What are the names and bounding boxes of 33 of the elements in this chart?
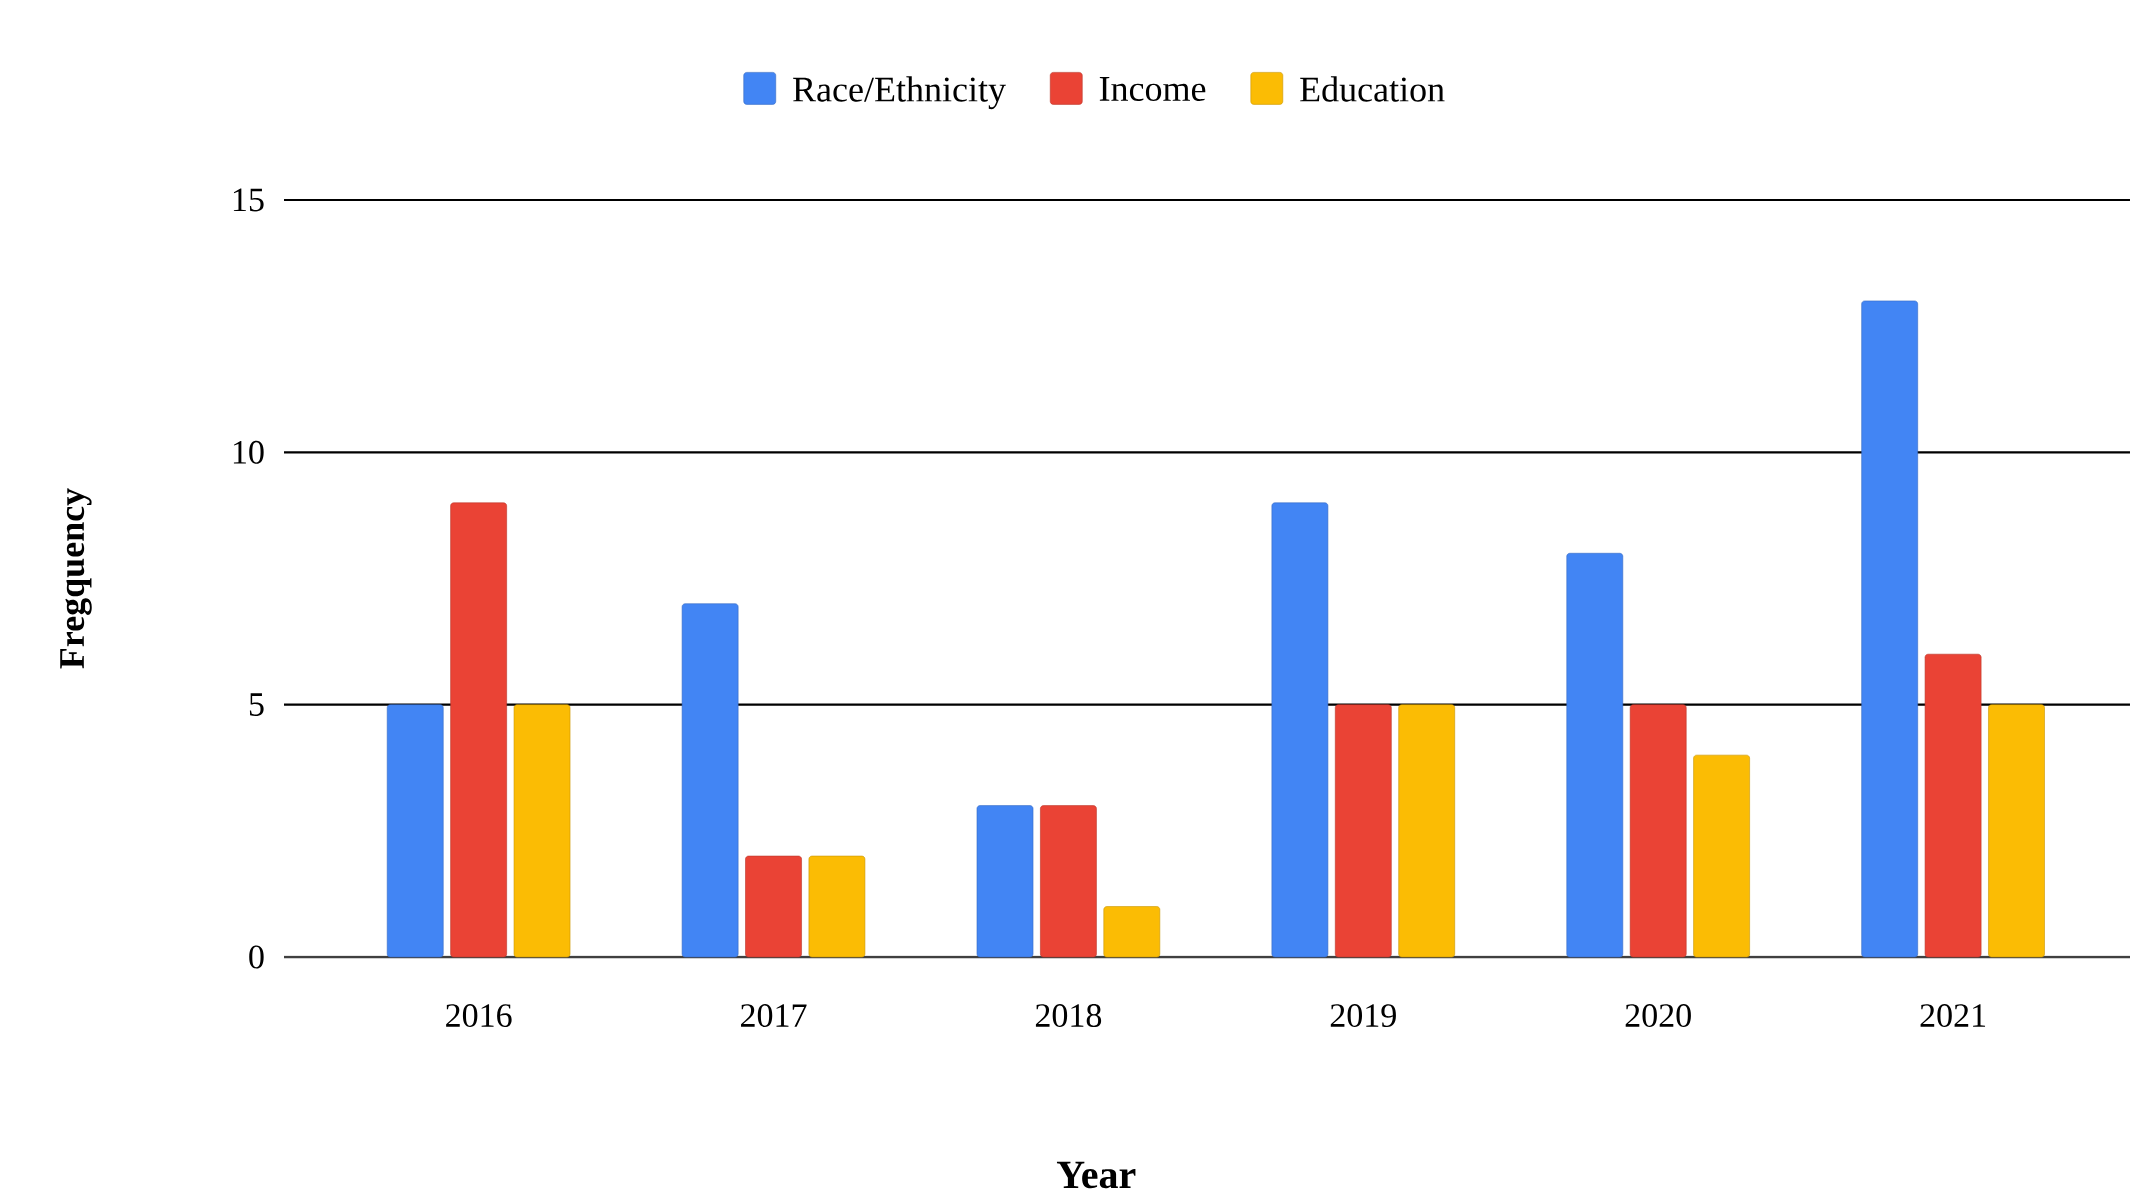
bar [1398, 704, 1456, 958]
bar [386, 704, 444, 958]
y-tick-label: 0 [249, 945, 264, 969]
y-tick-label: 5 [249, 693, 264, 716]
x-tick-label: 2016 [446, 1004, 512, 1028]
bar [808, 855, 866, 958]
bar [450, 502, 507, 958]
x-tick-label: 2021 [1920, 1004, 1986, 1028]
x-tick-label: 2017 [741, 1004, 807, 1028]
bar [1103, 906, 1161, 958]
y-tick-label: 10 [233, 440, 264, 464]
x-tick-label: 2018 [1035, 1004, 1102, 1028]
x-tick-label: 2020 [1625, 1004, 1691, 1028]
bar [1924, 653, 1982, 958]
bar [681, 603, 739, 958]
bar [745, 855, 802, 958]
bar [1271, 502, 1329, 958]
bar [1334, 704, 1392, 958]
legend-label: Race/Ethnicity [793, 76, 1006, 110]
legend-label: Education [1300, 76, 1445, 102]
bar [1693, 754, 1750, 958]
x-tick-label: 2019 [1330, 1004, 1396, 1028]
bar [976, 805, 1034, 958]
x-axis-title: Year [1056, 1161, 1136, 1189]
bar [1040, 805, 1097, 958]
legend-label: Income [1099, 77, 1206, 102]
bar [1988, 704, 2045, 958]
bar [1861, 300, 1918, 958]
bar [513, 704, 571, 958]
y-tick-label: 15 [233, 188, 264, 212]
y-axis-title: Fregquency [60, 488, 92, 669]
bar [1629, 704, 1687, 958]
bar [1566, 552, 1624, 958]
